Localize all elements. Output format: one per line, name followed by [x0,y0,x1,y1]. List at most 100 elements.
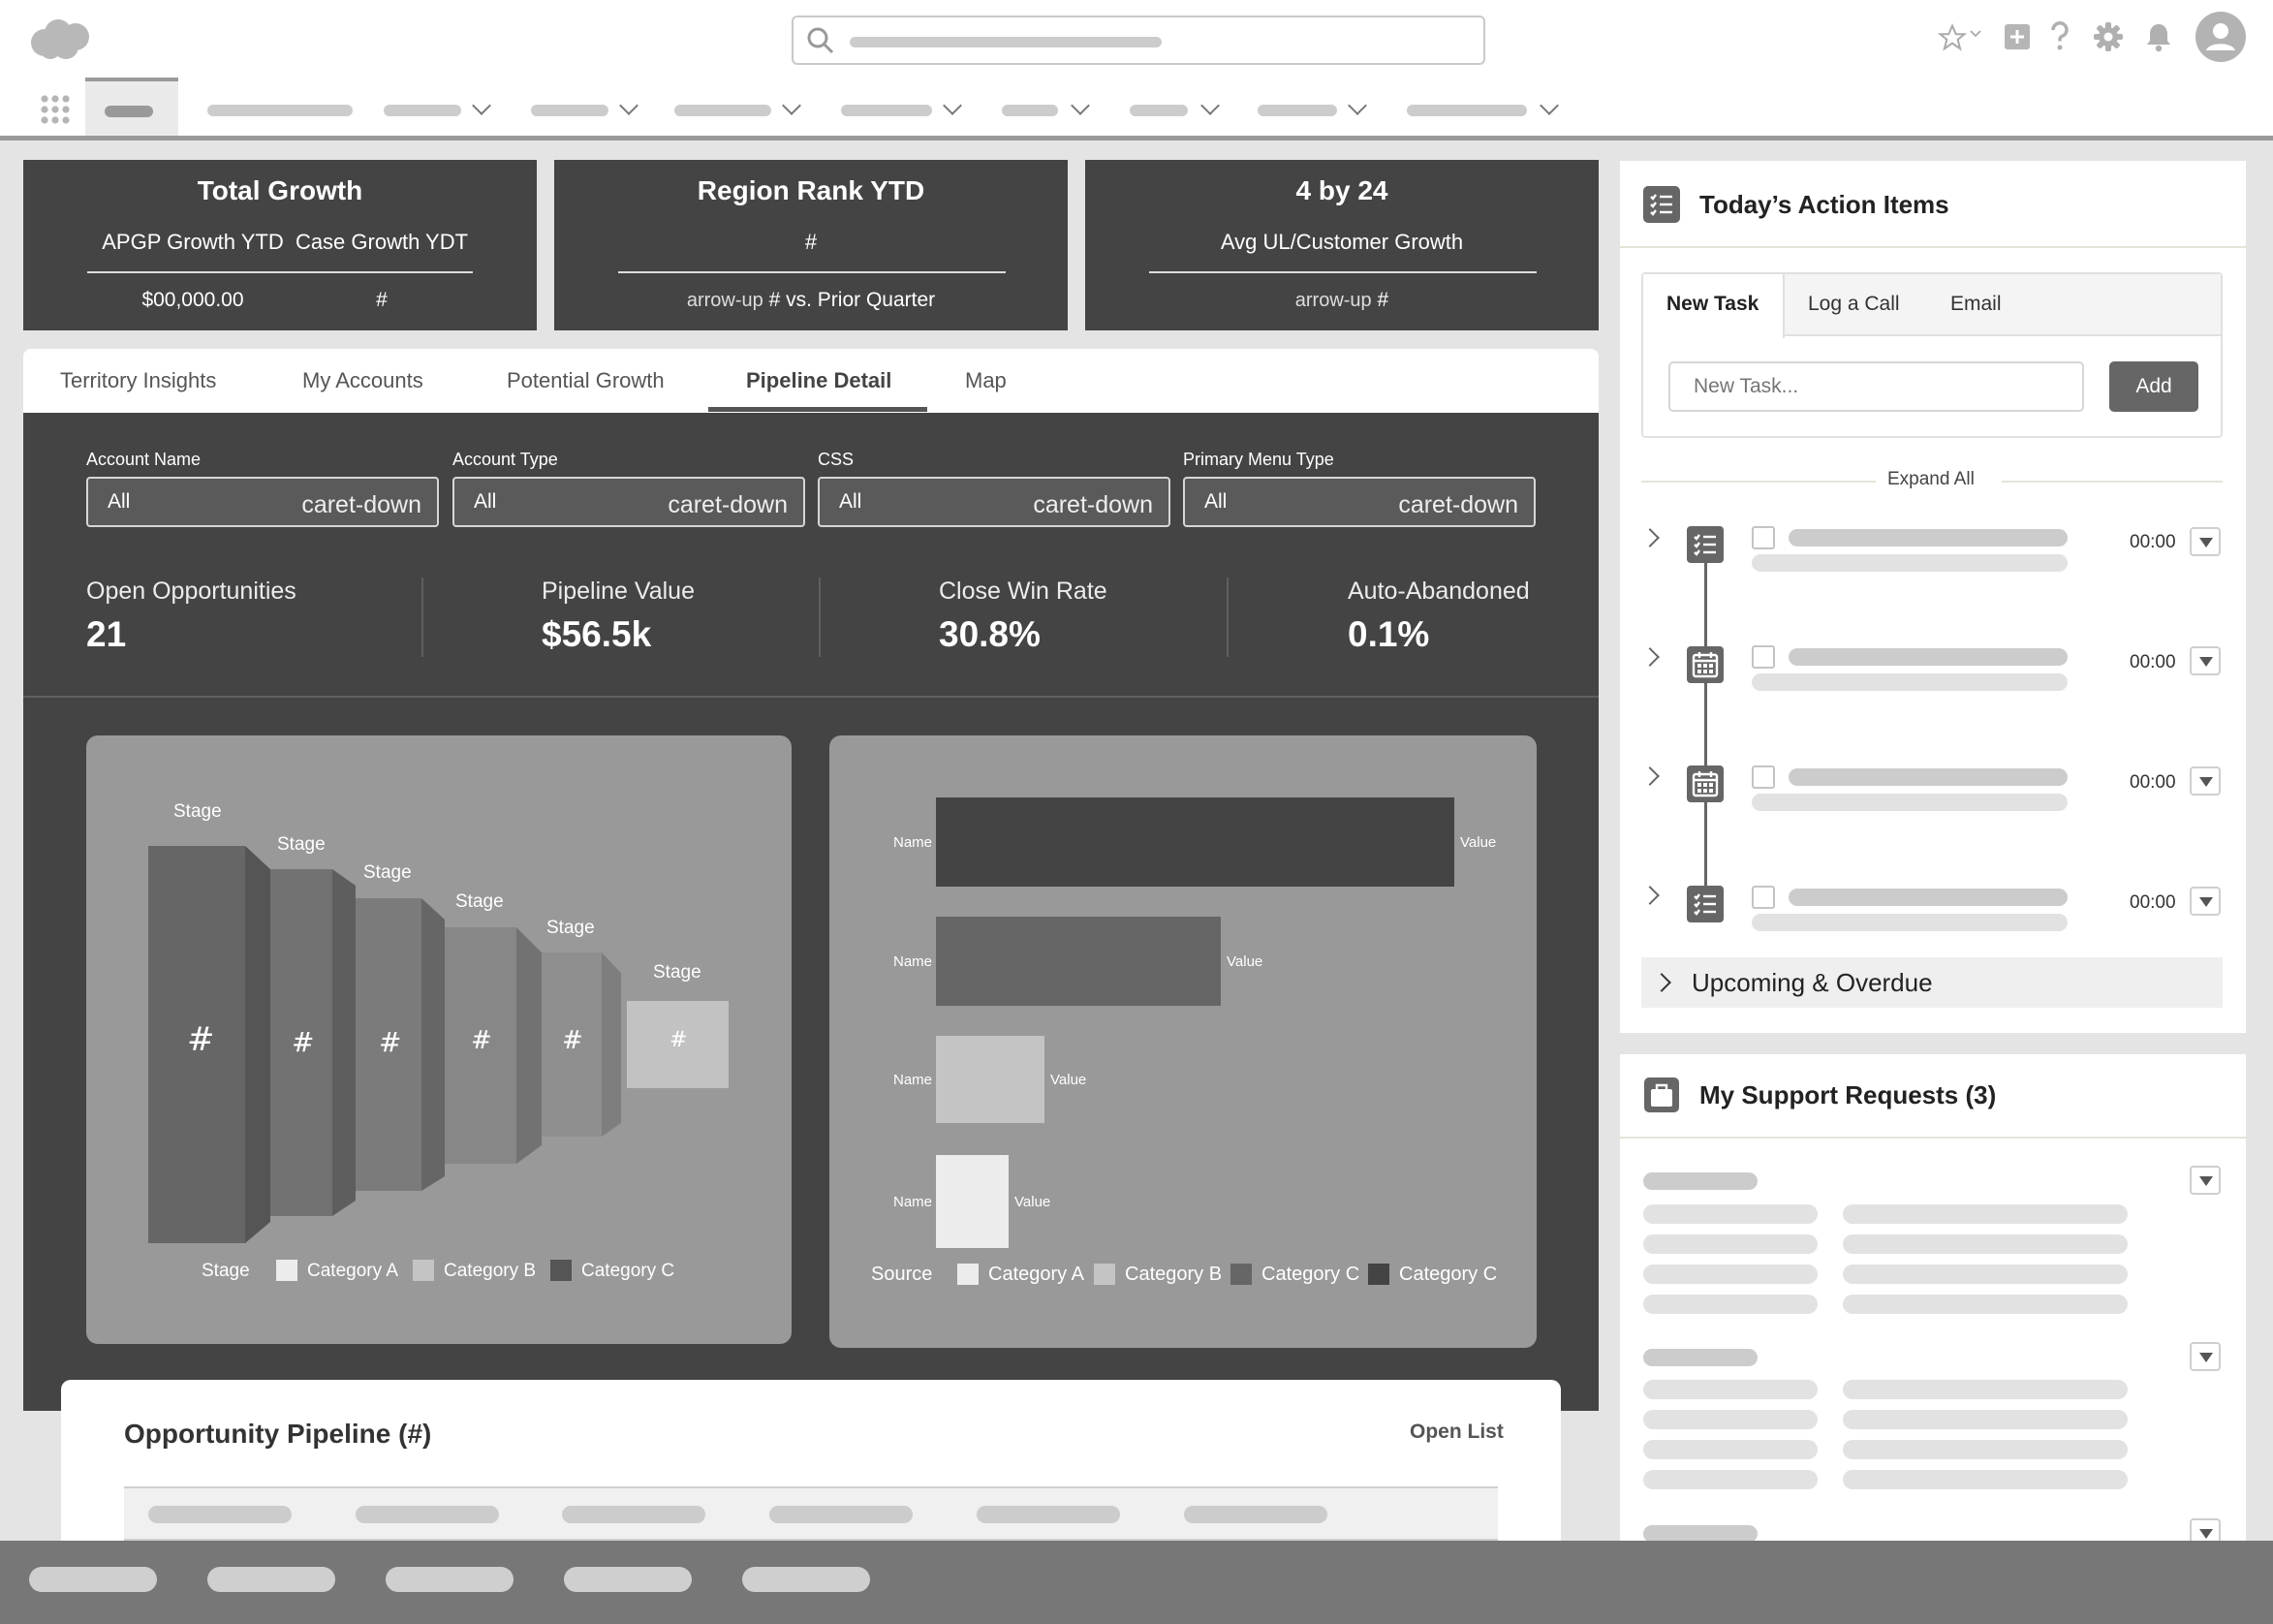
event-checkbox[interactable] [1752,645,1775,669]
support-case-menu-dropdown-icon[interactable] [2190,1342,2221,1371]
settings-gear-icon[interactable] [2091,19,2126,54]
nav-item-9-chevron-icon[interactable] [1540,96,1559,115]
task-menu-dropdown-icon[interactable] [2190,527,2221,556]
nav-item-3[interactable] [531,105,608,116]
column-header[interactable] [148,1506,292,1523]
caret-down-icon: caret-down [1398,491,1518,518]
bar[interactable] [936,1155,1009,1248]
event-menu-dropdown-icon[interactable] [2190,646,2221,675]
utility-item-2[interactable] [207,1567,335,1592]
nav-item-2-chevron-icon[interactable] [472,96,491,115]
task-menu-dropdown-icon[interactable] [2190,887,2221,916]
column-header[interactable] [977,1506,1120,1523]
event-menu-dropdown-icon[interactable] [2190,766,2221,796]
task-checkbox[interactable] [1752,526,1775,549]
nav-item-5[interactable] [841,105,932,116]
funnel-stage-label: Stage [363,862,412,883]
app-launcher-icon[interactable] [39,93,72,126]
filter-value: All [108,490,131,513]
funnel-segment[interactable] [270,869,356,1216]
open-list-link[interactable]: Open List [1410,1421,1504,1443]
support-case-number-placeholder[interactable] [1643,1172,1758,1190]
task-title-placeholder[interactable] [1789,529,2068,547]
nav-item-5-chevron-icon[interactable] [943,96,962,115]
bar[interactable] [936,797,1454,887]
add-icon[interactable] [2002,21,2033,52]
support-case-number-placeholder[interactable] [1643,1525,1758,1543]
expand-all-link[interactable]: Expand All [1887,469,1975,489]
nav-item-7[interactable] [1130,105,1188,116]
legend-label: Category B [1125,1264,1223,1285]
column-header[interactable] [769,1506,913,1523]
expand-all-divider-left [1641,481,1876,483]
legend-swatch-category-a [276,1260,297,1281]
cloud-logo-icon[interactable] [25,14,97,64]
new-task-input[interactable] [1668,361,2084,412]
composer-tab-log-a-call[interactable]: Log a Call [1808,293,1900,315]
upcoming-overdue-section[interactable]: Upcoming & Overdue [1641,957,2223,1008]
composer-tab-email[interactable]: Email [1950,293,2002,315]
column-header[interactable] [1184,1506,1327,1523]
nav-item-6[interactable] [1002,105,1058,116]
filter-css-select[interactable]: All caret-down [818,477,1170,527]
event-title-placeholder[interactable] [1789,648,2068,666]
composer-tab-label: New Task [1666,293,1759,315]
kpi-title: Total Growth [197,175,363,205]
nav-item-6-chevron-icon[interactable] [1071,96,1090,115]
column-header[interactable] [562,1506,705,1523]
event-title-placeholder[interactable] [1789,768,2068,786]
nav-item-1[interactable] [207,105,353,116]
support-field-value [1843,1410,2128,1429]
search-placeholder-bar [850,37,1162,47]
help-icon[interactable] [2046,19,2073,54]
funnel-segment[interactable] [148,846,270,1243]
task-time: 00:00 [2130,532,2176,552]
funnel-segment[interactable] [445,927,542,1164]
user-avatar-icon[interactable] [2195,12,2246,62]
tab-territory-insights[interactable]: Territory Insights [60,368,217,392]
funnel-segment[interactable] [542,953,621,1137]
support-case-number-placeholder[interactable] [1643,1349,1758,1366]
support-case-menu-dropdown-icon[interactable] [2190,1166,2221,1195]
utility-item-4[interactable] [564,1567,692,1592]
notifications-bell-icon[interactable] [2141,19,2176,54]
nav-item-8[interactable] [1258,105,1337,116]
funnel-segment-value: # [292,1026,315,1058]
add-task-button[interactable]: Add [2109,361,2198,412]
global-search-input[interactable] [792,16,1485,65]
nav-tab-home[interactable] [85,78,178,136]
nav-item-2[interactable] [384,105,461,116]
composer-tab-new-task[interactable]: New Task [1643,274,1785,338]
filter-account-name-select[interactable]: All caret-down [86,477,439,527]
nav-item-7-chevron-icon[interactable] [1200,96,1220,115]
tab-pipeline-detail[interactable]: Pipeline Detail [746,368,892,392]
nav-item-4[interactable] [674,105,771,116]
utility-item-3[interactable] [386,1567,514,1592]
nav-item-9[interactable] [1407,105,1527,116]
favorites-star-icon[interactable] [1936,21,1969,54]
utility-item-1[interactable] [29,1567,157,1592]
utility-item-5[interactable] [742,1567,870,1592]
favorites-dropdown-icon[interactable] [1969,27,1982,41]
event-checkbox[interactable] [1752,765,1775,789]
tab-my-accounts[interactable]: My Accounts [302,368,423,392]
funnel-stage-label: Stage [173,801,222,822]
tab-map[interactable]: Map [965,368,1007,392]
support-field-value [1843,1470,2128,1489]
bar[interactable] [936,917,1221,1006]
filter-account-type-select[interactable]: All caret-down [452,477,805,527]
column-header[interactable] [356,1506,499,1523]
stat-value: $56.5k [542,614,652,654]
task-checkbox[interactable] [1752,886,1775,909]
bar-name-label: Name [893,1194,933,1210]
funnel-segment[interactable] [627,1001,729,1088]
funnel-segment[interactable] [356,898,445,1191]
filter-primary-menu-type-select[interactable]: All caret-down [1183,477,1536,527]
task-title-placeholder[interactable] [1789,889,2068,906]
support-field-value [1843,1380,2128,1399]
nav-item-8-chevron-icon[interactable] [1348,96,1367,115]
nav-item-3-chevron-icon[interactable] [619,96,638,115]
nav-item-4-chevron-icon[interactable] [782,96,801,115]
tab-potential-growth[interactable]: Potential Growth [507,368,665,392]
bar[interactable] [936,1036,1044,1123]
